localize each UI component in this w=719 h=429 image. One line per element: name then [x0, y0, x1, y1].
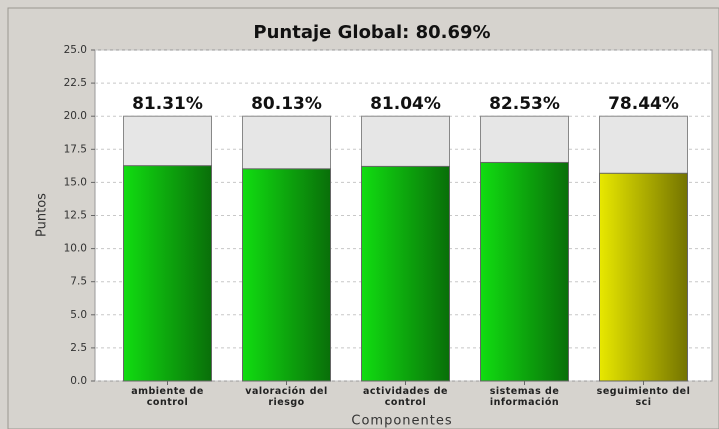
y-tick-label: 0.0 — [70, 375, 87, 387]
x-tick-label: sistemas de información — [489, 386, 560, 408]
x-tick-label: ambiente de control — [131, 386, 204, 408]
value-label: 82.53% — [489, 94, 560, 114]
value-label: 78.44% — [608, 94, 679, 114]
value-label: 81.04% — [370, 94, 441, 114]
panel-border — [7, 7, 719, 429]
bar — [123, 165, 212, 382]
y-tick-label: 17.5 — [64, 143, 87, 155]
y-tick-label: 7.5 — [70, 276, 87, 288]
value-label: 80.13% — [251, 94, 322, 114]
y-tick-label: 15.0 — [64, 176, 87, 188]
bar — [361, 165, 450, 382]
y-tick-label: 25.0 — [64, 44, 87, 56]
y-axis-title: Puntos — [35, 193, 50, 237]
y-tick-label: 20.0 — [64, 110, 87, 122]
y-tick-label: 12.5 — [64, 210, 87, 222]
value-label: 81.31% — [132, 94, 203, 114]
x-tick-label: valoración del riesgo — [245, 386, 328, 408]
y-tick-label: 2.5 — [70, 342, 87, 354]
y-tick-label: 5.0 — [70, 309, 87, 321]
x-tick-label: actividades de control — [363, 386, 448, 408]
y-tick-label: 10.0 — [64, 243, 87, 255]
bar — [599, 172, 688, 382]
x-axis-title: Componentes — [351, 414, 452, 429]
y-tick-label: 22.5 — [64, 77, 87, 89]
x-tick-label: seguimiento del sci — [596, 386, 691, 408]
bar — [480, 161, 569, 382]
bar — [242, 168, 331, 382]
chart-title: Puntaje Global: 80.69% — [253, 22, 490, 43]
